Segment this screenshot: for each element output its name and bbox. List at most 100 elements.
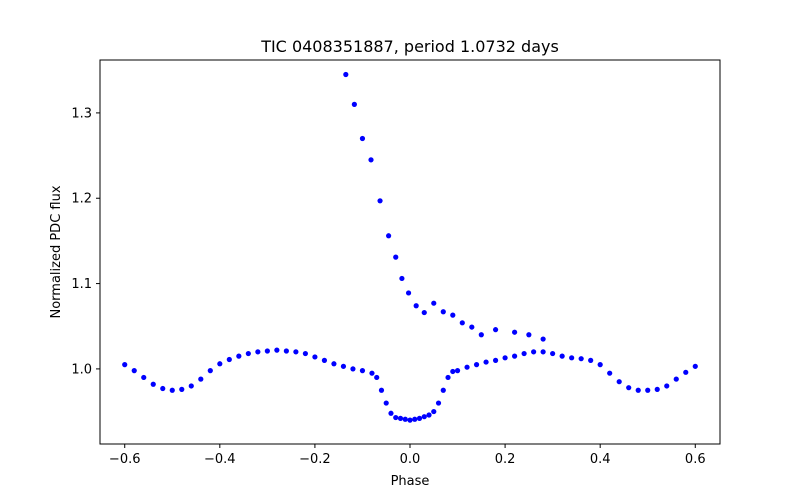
outlier-point xyxy=(450,312,456,318)
data-point xyxy=(683,369,689,375)
x-axis-ticks: −0.6 −0.4 −0.2 0.0 0.2 0.4 0.6 xyxy=(109,444,706,467)
outlier-point xyxy=(512,329,518,335)
data-point xyxy=(502,355,508,361)
data-point xyxy=(654,386,660,392)
data-point xyxy=(188,383,194,389)
data-point xyxy=(445,374,451,381)
x-tick-label: −0.4 xyxy=(204,452,236,467)
data-point xyxy=(416,415,423,421)
data-point xyxy=(645,387,651,393)
data-point xyxy=(578,356,584,362)
data-point xyxy=(236,353,242,359)
y-axis-ticks: 1.0 1.1 1.2 1.3 xyxy=(71,106,100,377)
data-point xyxy=(635,387,641,393)
y-tick-label: 1.2 xyxy=(71,192,92,207)
data-point xyxy=(374,374,380,381)
data-point xyxy=(207,368,213,374)
outlier-point xyxy=(526,332,532,338)
data-point xyxy=(531,349,537,355)
data-point xyxy=(540,349,546,355)
data-point xyxy=(255,349,261,355)
data-point xyxy=(664,383,670,389)
x-tick-label: −0.2 xyxy=(299,452,331,467)
data-point xyxy=(369,370,375,376)
outlier-point xyxy=(377,198,383,204)
x-tick-label: 0.4 xyxy=(590,452,611,467)
data-point xyxy=(293,349,299,355)
data-point xyxy=(388,410,394,416)
outlier-point xyxy=(469,324,475,330)
x-tick-label: 0.0 xyxy=(400,452,421,467)
x-tick-label: 0.2 xyxy=(495,452,516,467)
data-point xyxy=(122,362,128,368)
data-point xyxy=(402,416,408,422)
data-point xyxy=(407,417,413,423)
data-point xyxy=(383,400,389,406)
data-point xyxy=(588,357,594,363)
data-point xyxy=(217,361,223,367)
data-point xyxy=(597,362,603,368)
data-point xyxy=(179,386,185,392)
data-point xyxy=(350,366,356,372)
data-point xyxy=(160,385,166,392)
data-point xyxy=(607,370,613,376)
data-point xyxy=(331,361,337,367)
data-point xyxy=(150,381,156,387)
data-point xyxy=(626,385,632,391)
data-point xyxy=(340,363,347,369)
data-point xyxy=(550,350,556,357)
data-point xyxy=(426,412,432,418)
outlier-point xyxy=(405,290,412,296)
data-point xyxy=(421,414,427,420)
outlier-point xyxy=(540,336,546,342)
data-point xyxy=(435,400,442,406)
data-point xyxy=(141,374,147,381)
outlier-point xyxy=(492,327,499,333)
data-point xyxy=(492,357,499,363)
outlier-point xyxy=(478,332,484,338)
outlier-point xyxy=(413,303,419,309)
outlier-point xyxy=(386,233,392,239)
data-point xyxy=(245,350,251,357)
data-point xyxy=(512,353,518,359)
data-point xyxy=(397,415,404,421)
y-tick-label: 1.0 xyxy=(71,362,92,377)
data-point xyxy=(378,387,385,393)
outlier-point xyxy=(343,71,349,78)
outlier-point xyxy=(359,135,366,142)
data-point xyxy=(692,363,698,369)
data-point xyxy=(450,368,456,375)
data-point xyxy=(312,354,318,360)
data-point xyxy=(559,353,565,359)
data-points xyxy=(122,347,698,423)
y-tick-label: 1.3 xyxy=(71,106,92,121)
outlier-point xyxy=(399,275,405,282)
data-point xyxy=(264,348,270,354)
data-point xyxy=(198,376,204,382)
y-axis-label: Normalized PDC flux xyxy=(49,185,64,318)
outlier-point xyxy=(393,254,399,260)
data-point xyxy=(359,368,366,374)
chart-title: TIC 0408351887, period 1.0732 days xyxy=(260,37,559,56)
y-tick-label: 1.1 xyxy=(71,277,92,292)
x-axis-label: Phase xyxy=(391,474,430,489)
data-point xyxy=(464,364,470,370)
data-point xyxy=(569,355,575,361)
data-point xyxy=(283,348,289,354)
data-point xyxy=(169,387,175,393)
x-tick-label: −0.6 xyxy=(109,452,141,467)
data-point xyxy=(226,356,232,363)
data-point xyxy=(521,350,527,357)
data-point xyxy=(274,347,280,353)
data-point xyxy=(473,362,480,368)
data-point xyxy=(412,416,418,422)
data-point xyxy=(302,350,308,357)
data-point xyxy=(454,368,461,374)
outlier-point xyxy=(368,157,374,163)
data-point xyxy=(673,376,679,382)
outlier-point xyxy=(431,300,437,306)
data-point xyxy=(321,357,328,363)
data-point xyxy=(440,387,446,393)
data-point xyxy=(616,379,622,385)
